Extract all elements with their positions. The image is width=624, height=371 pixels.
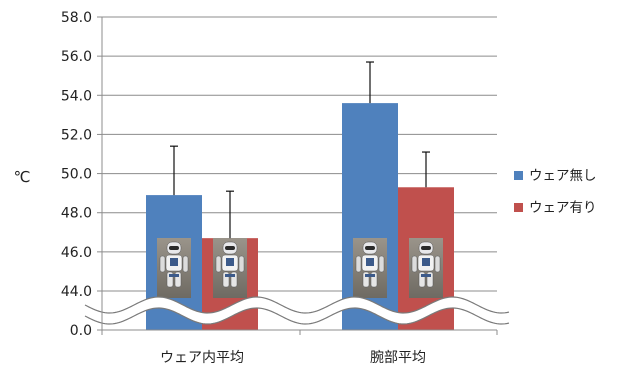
legend-swatch: [514, 171, 523, 180]
legend-label: ウェア有り: [529, 200, 597, 216]
legend-label: ウェア無し: [529, 168, 597, 184]
legend-item: ウェア無し: [514, 168, 597, 184]
error-bar: [366, 61, 374, 104]
y-tick-label: 52.0: [61, 127, 92, 143]
robot-photo: [409, 238, 443, 298]
y-tick-label: 50.0: [61, 167, 92, 183]
robot-photo: [353, 238, 387, 298]
legend-swatch: [514, 203, 523, 212]
y-tick-label: 54.0: [61, 88, 92, 104]
legend-item: ウェア有り: [514, 200, 597, 216]
error-bar: [226, 190, 234, 239]
category-label: ウェア内平均: [160, 350, 244, 366]
y-tick-label: 56.0: [61, 49, 92, 65]
axis-break-line: [84, 307, 510, 325]
y-axis-label: ℃: [14, 168, 31, 186]
y-tick-label: 0.0: [70, 323, 92, 339]
category-label: 腕部平均: [370, 350, 426, 366]
robot-photo: [157, 238, 191, 298]
robot-photo: [213, 238, 247, 298]
y-tick-label: 46.0: [61, 245, 92, 261]
axis-break-line: [84, 296, 510, 314]
error-bar: [422, 151, 430, 188]
y-tick-label: 44.0: [61, 284, 92, 300]
y-tick-label: 58.0: [61, 10, 92, 26]
y-tick-label: 48.0: [61, 206, 92, 222]
error-bar: [170, 145, 178, 196]
axis-break-band: [85, 297, 510, 324]
